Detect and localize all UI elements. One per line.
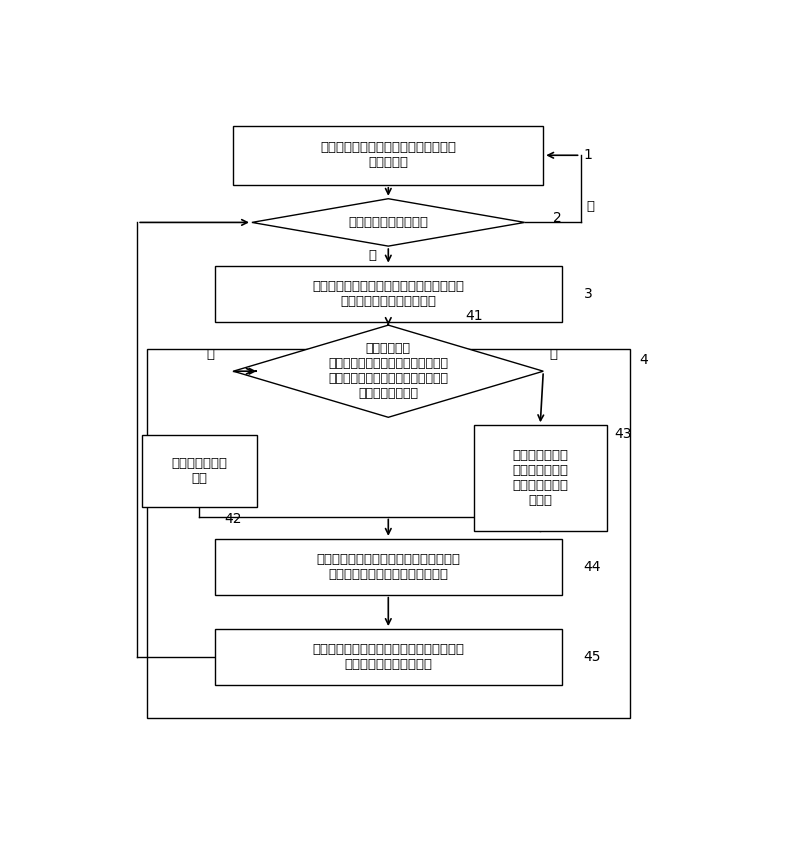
FancyBboxPatch shape — [142, 435, 257, 508]
Text: 43: 43 — [614, 427, 632, 440]
FancyBboxPatch shape — [214, 629, 562, 685]
Text: 3: 3 — [584, 286, 592, 300]
FancyBboxPatch shape — [234, 126, 543, 185]
FancyBboxPatch shape — [214, 539, 562, 595]
Text: 监测可变属性是否改变: 监测可变属性是否改变 — [348, 216, 428, 229]
Text: 分别计算各供电设备当前的总可用功率与
该供电设备的所需功率的需求差值: 分别计算各供电设备当前的总可用功率与 该供电设备的所需功率的需求差值 — [316, 552, 460, 581]
Text: 是: 是 — [368, 250, 376, 262]
Text: 提取此次累加操
作之前所记录的
各供电设备的所
需功率: 提取此次累加操 作之前所记录的 各供电设备的所 需功率 — [512, 449, 568, 507]
Text: 按照需求差值的从大到小的顺序将电源总功
率重新分配给各供电设备: 按照需求差值的从大到小的顺序将电源总功 率重新分配给各供电设备 — [312, 643, 464, 671]
Bar — [146, 350, 630, 718]
Text: 45: 45 — [584, 650, 601, 664]
FancyBboxPatch shape — [214, 266, 562, 321]
Text: 是: 是 — [550, 348, 558, 362]
Text: 4: 4 — [639, 353, 648, 367]
Polygon shape — [234, 325, 543, 417]
Text: 根据初始化分配策略为各供电设备分配
总可用功率: 根据初始化分配策略为各供电设备分配 总可用功率 — [320, 141, 456, 169]
Text: 41: 41 — [466, 310, 483, 323]
Text: 2: 2 — [553, 211, 562, 225]
Text: 按照排序累加
各端口的所需功率，分别统计各供电
设备的所需功率，并监测累加之和是
否大于电源总功率: 按照排序累加 各端口的所需功率，分别统计各供电 设备的所需功率，并监测累加之和是… — [328, 342, 448, 400]
Text: 44: 44 — [584, 560, 601, 574]
Text: 42: 42 — [225, 512, 242, 526]
Text: 1: 1 — [584, 148, 593, 162]
Text: 计算并分配剩余
功率: 计算并分配剩余 功率 — [171, 457, 227, 486]
Text: 当监测到供电系统的可变属性改变时，根据
优先级对所有端口进行排序: 当监测到供电系统的可变属性改变时，根据 优先级对所有端口进行排序 — [312, 280, 464, 308]
Text: 否: 否 — [586, 199, 594, 213]
Text: 否: 否 — [206, 348, 214, 362]
Polygon shape — [252, 198, 525, 246]
FancyBboxPatch shape — [474, 425, 607, 530]
